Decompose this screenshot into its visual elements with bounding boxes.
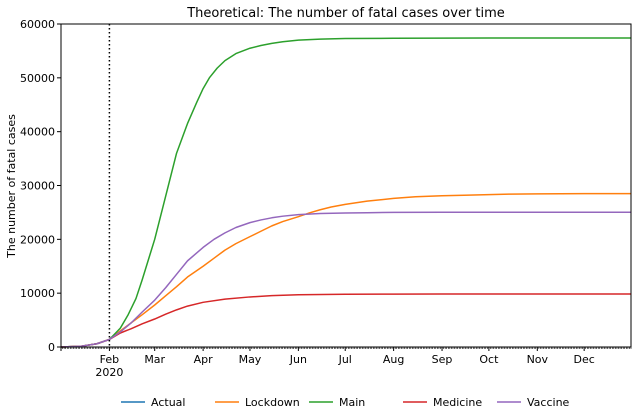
x-tick-label: Oct [479,353,499,366]
legend-label-medicine: Medicine [433,396,482,409]
y-tick-label: 50000 [20,72,55,85]
series-line-main [60,37,631,348]
plot-area [60,24,631,348]
y-tick-label: 20000 [20,233,55,246]
legend-label-actual: Actual [151,396,185,409]
chart-title: Theoretical: The number of fatal cases o… [186,6,505,21]
x-tick-label: Feb [100,353,119,366]
x-tick-label: Jun [289,353,307,366]
x-tick-label: Aug [383,353,404,366]
x-tick-label: Apr [194,353,214,366]
y-tick-label: 60000 [20,18,55,31]
x-tick-label: Nov [527,353,549,366]
legend-label-vaccine: Vaccine [527,396,570,409]
y-axis-label: The number of fatal cases [5,114,18,259]
x-tick-label: Sep [432,353,453,366]
legend: Actual Lockdown Main Medicine Vaccine [121,396,570,409]
y-tick-label: 10000 [20,287,55,300]
y-tick-label: 30000 [20,180,55,193]
legend-label-main: Main [339,396,365,409]
x-tick-sublabel: 2020 [95,366,123,379]
series-line-lockdown [60,192,631,348]
x-tick-label: Mar [144,353,165,366]
plot-frame [60,23,632,348]
x-tick-label: Dec [574,353,595,366]
x-tick-label: May [239,353,262,366]
y-tick-label: 40000 [20,126,55,139]
legend-label-lockdown: Lockdown [245,396,300,409]
x-tick-label: Jul [338,353,352,366]
series-line-medicine [60,293,631,348]
y-tick-label: 0 [48,341,55,354]
series-line-vaccine [60,211,631,348]
